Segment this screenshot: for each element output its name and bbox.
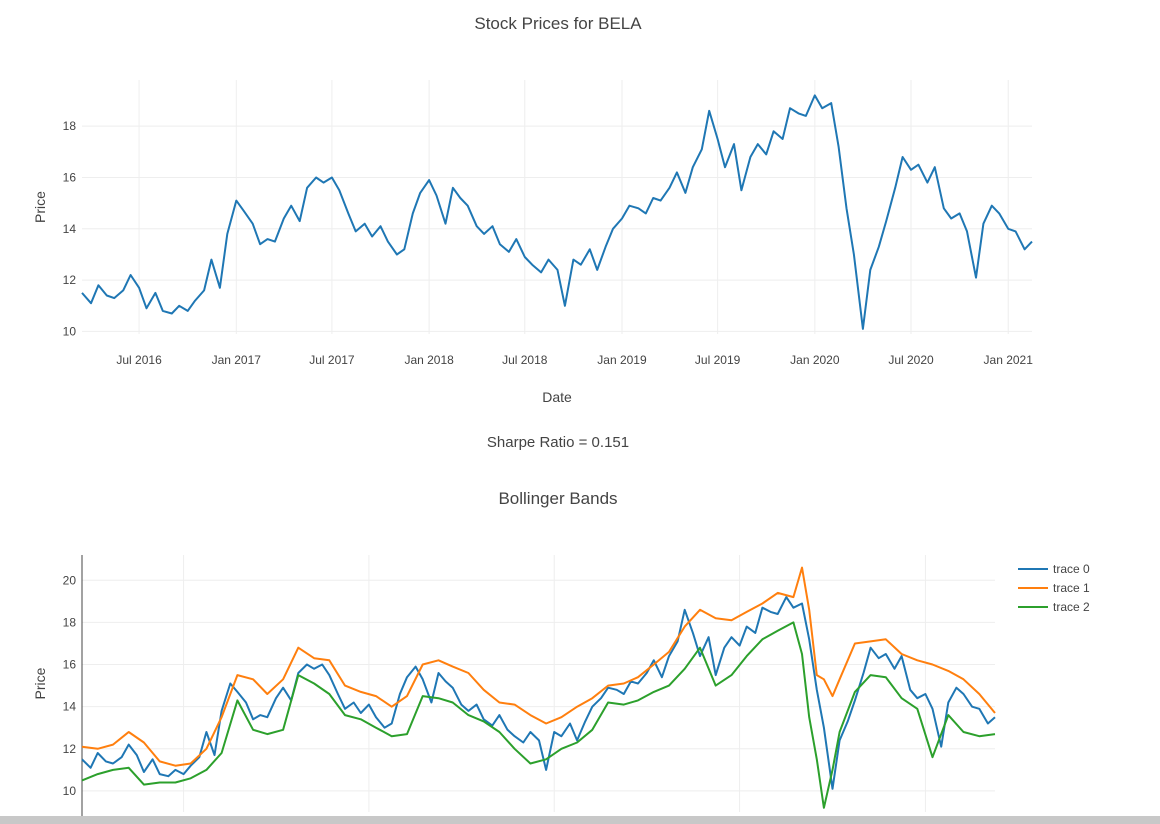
y-axis-title: Price <box>32 667 48 699</box>
y-tick-label: 16 <box>63 170 77 184</box>
x-tick-label: Jan 2020 <box>790 353 840 367</box>
series-line-2[interactable] <box>81 621 996 809</box>
series-line-1[interactable] <box>81 566 996 767</box>
legend-label[interactable]: trace 1 <box>1053 581 1090 595</box>
x-tick-label: Jan 2017 <box>212 353 262 367</box>
legend-label[interactable]: trace 2 <box>1053 600 1090 614</box>
x-tick-label: Jul 2019 <box>695 353 741 367</box>
series-line-0[interactable] <box>81 596 996 790</box>
y-tick-label: 14 <box>63 222 77 236</box>
chart-title-stock: Stock Prices for BELA <box>474 14 642 33</box>
y-tick-label: 12 <box>63 273 77 287</box>
y-tick-label: 14 <box>63 700 77 714</box>
y-tick-label: 10 <box>63 324 77 338</box>
y-tick-label: 18 <box>63 119 77 133</box>
x-axis-title: Date <box>542 389 572 405</box>
x-tick-label: Jul 2016 <box>116 353 162 367</box>
y-axis-title: Price <box>32 191 48 223</box>
x-tick-label: Jan 2018 <box>404 353 454 367</box>
horizontal-scrollbar[interactable] <box>0 816 1160 824</box>
chart-title-bollinger: Bollinger Bands <box>498 489 618 508</box>
sharpe-ratio-text: Sharpe Ratio = 0.151 <box>486 434 630 451</box>
x-tick-label: Jul 2017 <box>309 353 355 367</box>
y-tick-label: 12 <box>63 742 77 756</box>
y-tick-label: 20 <box>63 573 77 587</box>
legend-label[interactable]: trace 0 <box>1053 562 1090 576</box>
y-tick-label: 18 <box>63 615 77 629</box>
x-tick-label: Jul 2018 <box>502 353 548 367</box>
x-tick-label: Jan 2021 <box>984 353 1034 367</box>
series-line-0[interactable] <box>81 94 1033 330</box>
stock-price-chart[interactable]: 10 12 14 16 18 Jul 2016 Jan 2017 Jul 2017 Jan 20… <box>0 0 1160 420</box>
y-tick-label: 16 <box>63 658 77 672</box>
x-tick-label: Jan 2019 <box>597 353 647 367</box>
x-tick-label: Jul 2020 <box>888 353 934 367</box>
y-tick-label: 10 <box>63 784 77 798</box>
